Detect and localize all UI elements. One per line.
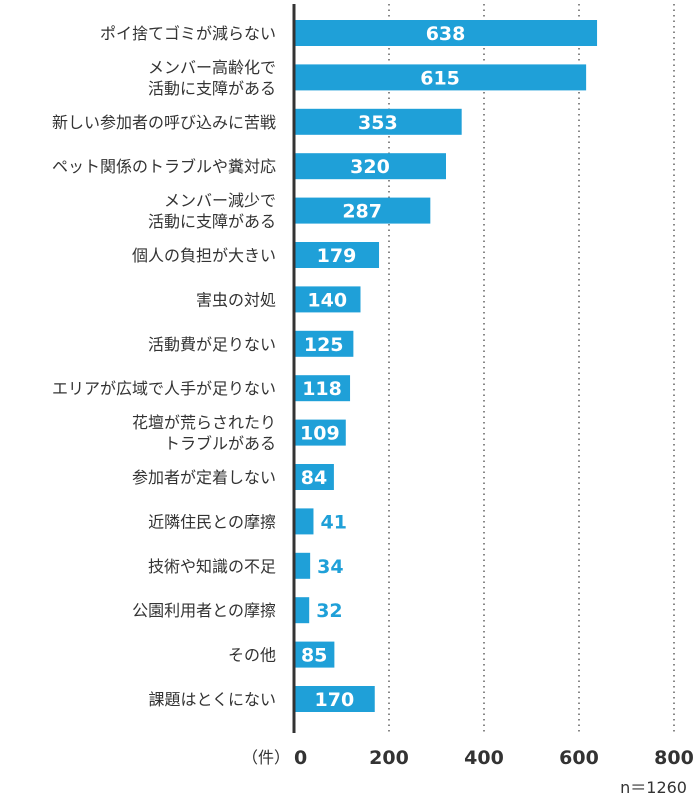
category-label: 技術や知識の不足 [148,557,276,576]
category-label: 活動費が足りない [148,335,276,354]
category-label: 課題はとくにない [148,690,276,709]
category-label-line: 活動費が足りない [148,335,276,354]
category-label-line: 個人の負担が大きい [132,246,276,265]
bar [294,242,380,268]
bar-value-label: 34 [317,556,343,578]
category-label-line: トラブルがある [164,434,276,453]
bar [294,197,431,224]
bar-value-label: 140 [307,289,347,311]
bar [294,108,462,135]
category-label: メンバー減少で活動に支障がある [148,191,276,231]
category-label: 花壇が荒らされたりトラブルがある [132,413,276,453]
category-label-line: メンバー高齢化で [148,58,276,77]
category-label: ペット関係のトラブルや糞対応 [52,157,276,176]
bar [294,686,375,712]
bar [294,375,351,402]
category-label-line: 活動に支障がある [148,79,276,98]
category-label-line: 近隣住民との摩擦 [148,512,276,531]
bar [294,508,314,535]
bar-value-label: 320 [350,156,390,178]
category-label: エリアが広域で人手が足りない [52,379,276,398]
bar [294,286,361,313]
bars: 638 615 353 320 287 179 140 125 118 109 84 41 34 32 85… [294,20,598,712]
bar [294,464,334,490]
bar-value-label: 179 [317,245,357,267]
category-label: 公園利用者との摩擦 [132,601,276,620]
category-label-line: ペット関係のトラブルや糞対応 [52,157,276,176]
bar-value-label: 353 [358,112,398,134]
category-label: 新しい参加者の呼び込みに苦戦 [52,113,276,132]
bar [294,153,446,180]
category-label-line: ポイ捨てゴミが減らない [100,24,276,43]
category-label: 参加者が定着しない [132,468,276,487]
bar-value-label: 85 [301,645,327,667]
bar [294,641,335,668]
bar-value-label: 125 [304,334,344,356]
bar-value-label: 41 [320,511,346,533]
category-label: ポイ捨てゴミが減らない [100,24,276,43]
bar-value-label: 109 [300,423,340,445]
category-label-line: 課題はとくにない [148,690,276,709]
bar [294,552,311,579]
category-label: その他 [228,646,276,665]
category-label: 近隣住民との摩擦 [148,512,276,531]
category-label-line: その他 [228,646,276,665]
bar-value-label: 615 [420,67,460,89]
category-label-line: 活動に支障がある [148,212,276,231]
bar-value-label: 287 [342,201,382,223]
category-label-line: メンバー減少で [164,191,276,210]
x-tick-label: 800 [654,747,694,769]
bar-value-label: 118 [302,378,342,400]
x-tick-label: 600 [559,747,599,769]
bar-value-label: 638 [426,23,466,45]
category-label: メンバー高齢化で活動に支障がある [148,58,276,98]
x-tick-label: 400 [464,747,504,769]
category-label-line: 花壇が荒らされたり [132,413,276,432]
category-label-line: 公園利用者との摩擦 [132,601,276,620]
bar [294,597,310,624]
unit-label: （件） [242,748,290,767]
bar [294,330,354,357]
category-label: 害虫の対処 [196,290,276,309]
x-tick-label: 0 [294,747,307,769]
category-label-line: 新しい参加者の呼び込みに苦戦 [52,113,276,132]
x-tick-label: 200 [369,747,409,769]
bar [294,20,598,46]
bar [294,419,346,446]
bar [294,64,587,91]
category-labels: ポイ捨てゴミが減らないメンバー高齢化で活動に支障がある新しい参加者の呼び込みに苦… [52,24,276,709]
bar-value-label: 32 [316,600,342,622]
bar-value-label: 84 [301,467,327,489]
category-label-line: 参加者が定着しない [132,468,276,487]
sample-size-note: n＝1260 [620,778,687,797]
x-tick-labels: 0 200 400 600 800 [294,747,694,769]
category-label-line: 技術や知識の不足 [148,557,276,576]
category-label: 個人の負担が大きい [132,246,276,265]
category-label-line: エリアが広域で人手が足りない [52,379,276,398]
bar-value-label: 170 [315,689,355,711]
category-label-line: 害虫の対処 [196,290,276,309]
